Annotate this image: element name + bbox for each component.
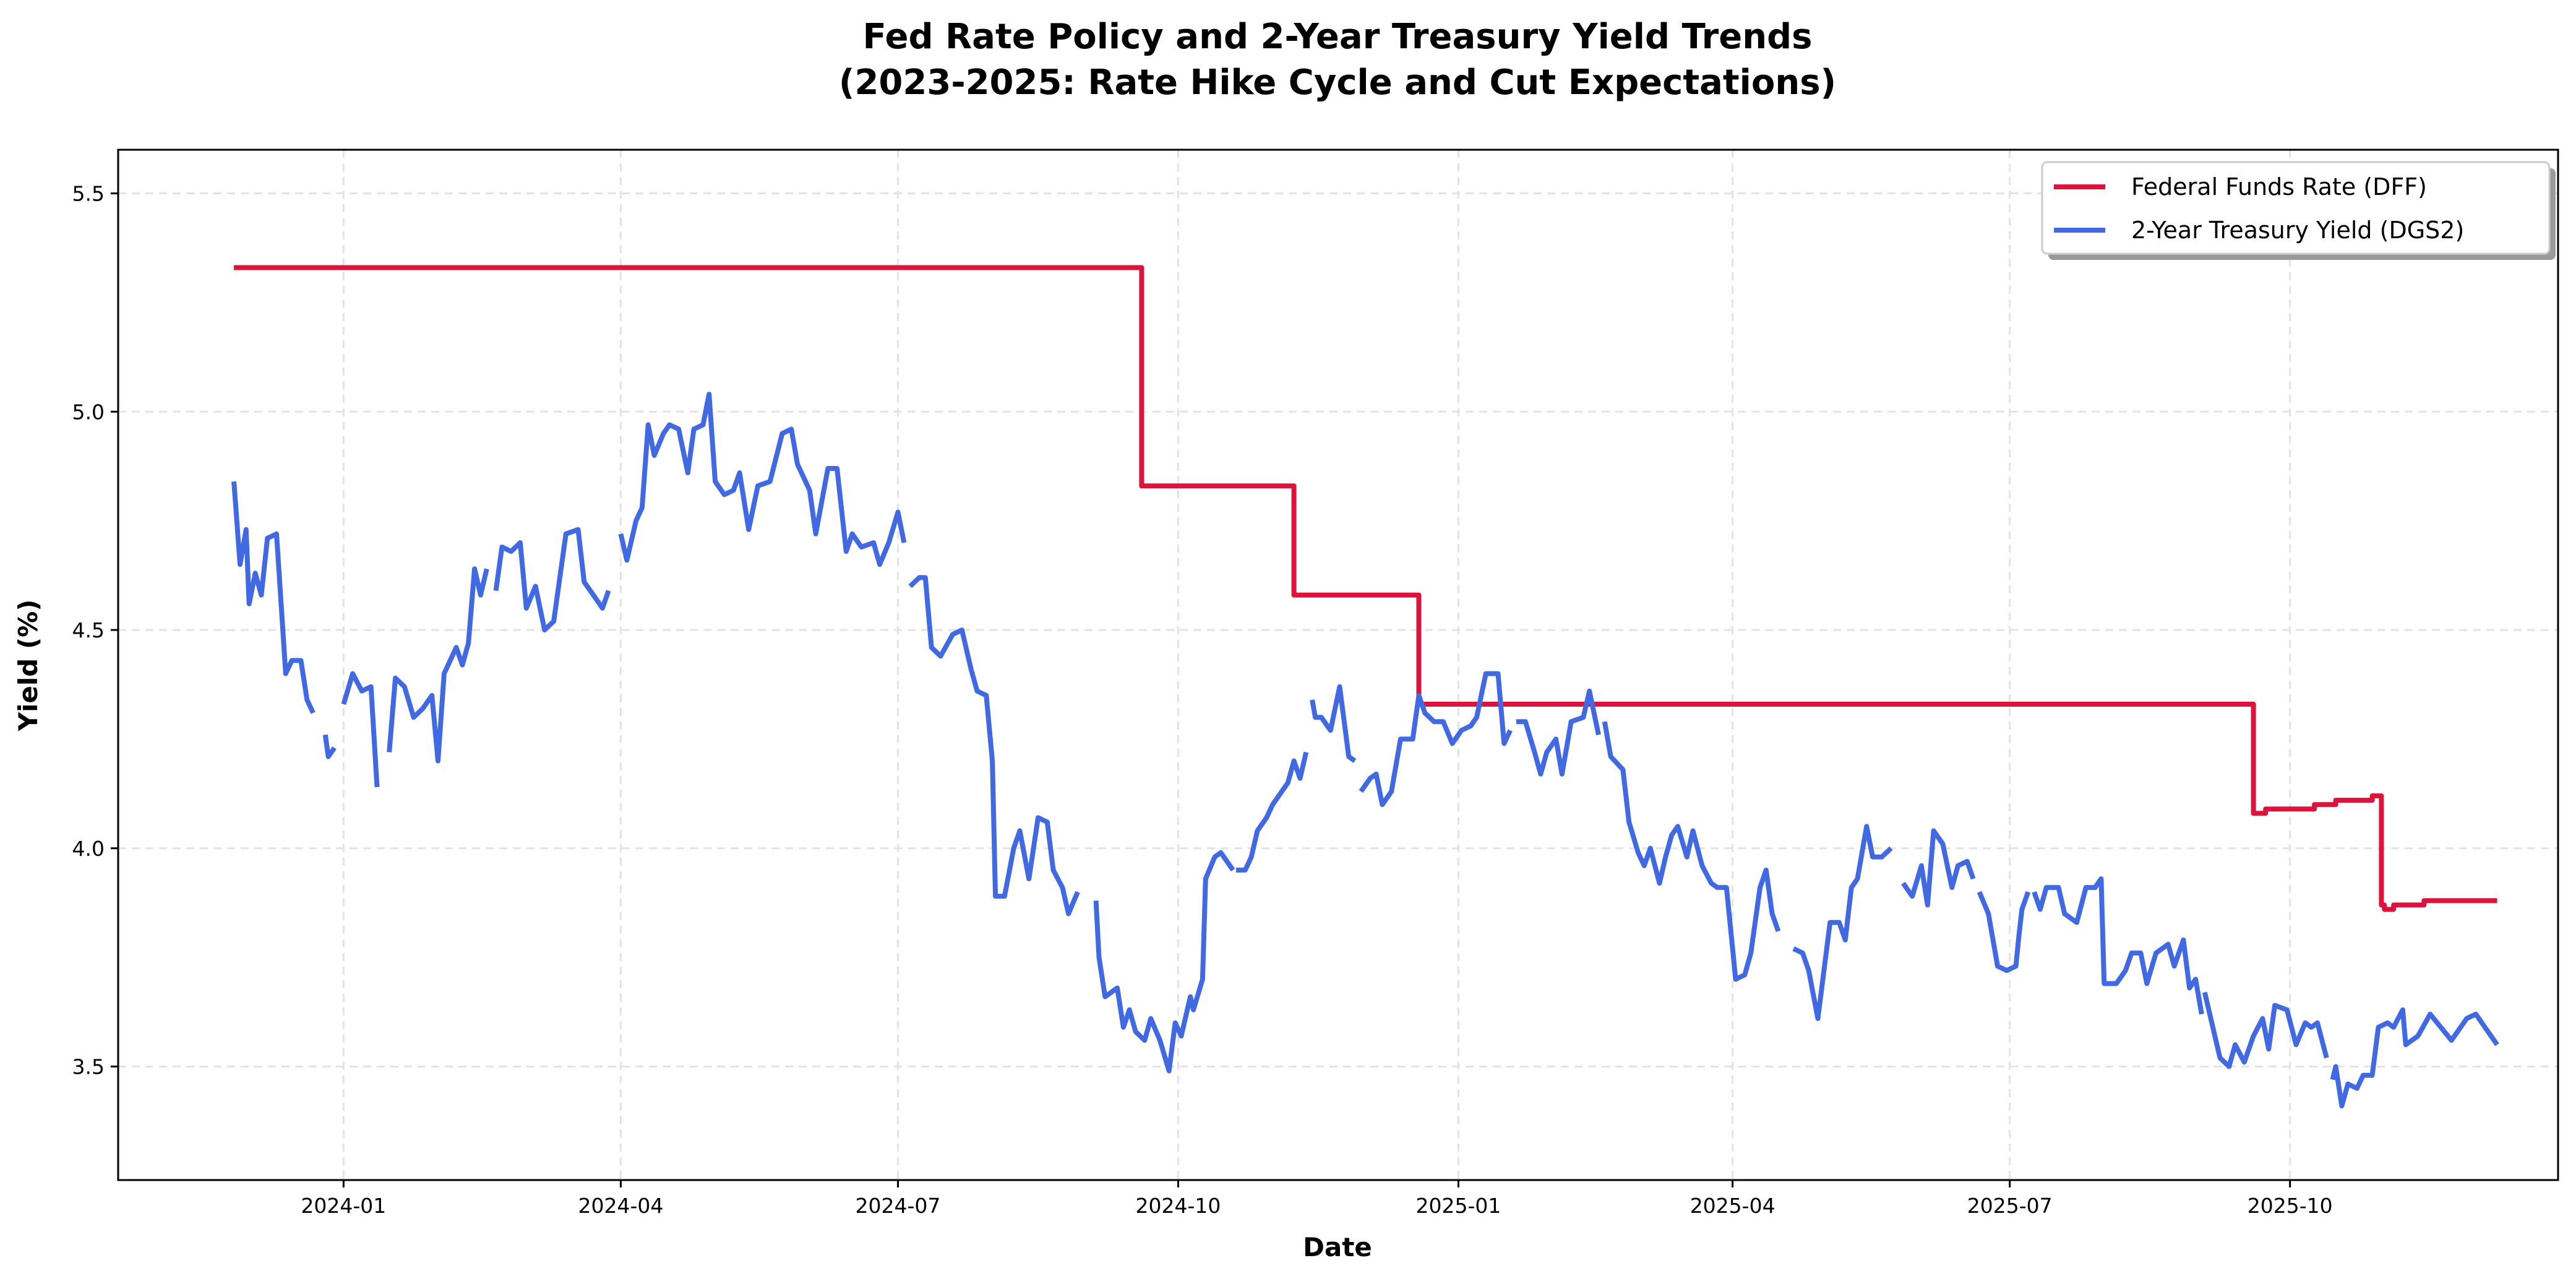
series-line-dgs2-segment: [908, 575, 1080, 916]
x-tick-label: 2024-07: [856, 1194, 941, 1218]
series-line-dgs2-segment: [618, 392, 907, 567]
x-tick-label: 2025-07: [1967, 1194, 2053, 1218]
x-tick-label: 2025-01: [1416, 1194, 1501, 1218]
series-line-dff: [234, 265, 2497, 912]
series-line-dgs2-segment: [1093, 850, 1235, 1074]
series-line-dgs2-segment: [231, 481, 316, 714]
ticks: 2024-01 2024-04 2024-07 2024-10 2025-01 2025-…: [72, 182, 2333, 1218]
legend-box: [2041, 161, 2551, 255]
series-line-dgs2-segment: [493, 527, 611, 633]
y-tick-label: 4.5: [72, 618, 105, 642]
legend-label-dgs2: 2-Year Treasury Yield (DGS2): [2131, 217, 2464, 244]
y-tick-label: 3.5: [72, 1055, 105, 1079]
y-tick-label: 5.0: [72, 400, 105, 424]
legend: Federal Funds Rate (DFF) 2-Year Treasury…: [2041, 161, 2556, 260]
chart-subtitle: (2023-2025: Rate Hike Cycle and Cut Expe…: [839, 62, 1836, 103]
x-tick-label: 2025-04: [1690, 1194, 1775, 1218]
series-line-dgs2-segment: [2330, 1007, 2499, 1109]
x-tick-label: 2024-01: [301, 1194, 386, 1218]
series-line-dgs2-segment: [1977, 890, 2031, 973]
series-line-dgs2-segment: [2202, 991, 2329, 1069]
series-line-dgs2-segment: [322, 734, 337, 759]
series-line-dgs2-segment: [1236, 751, 1309, 873]
x-tick-label: 2025-10: [2248, 1194, 2333, 1218]
series-line-dgs2-segment: [1901, 828, 1976, 908]
plot-frame: [117, 149, 2559, 1181]
y-axis-label: Yield (%): [13, 600, 43, 732]
x-axis-label: Date: [1303, 1232, 1372, 1262]
y-tick-label: 4.0: [72, 837, 105, 861]
chart-title: Fed Rate Policy and 2-Year Treasury Yiel…: [863, 17, 1813, 57]
series-line-dgs2-segment: [1359, 671, 1513, 808]
series-line-dgs2-segment: [387, 566, 489, 764]
series-line-dgs2-segment: [2032, 876, 2204, 1015]
series-line-dgs2-segment: [1602, 721, 1781, 982]
y-tick-label: 5.5: [72, 182, 105, 206]
series-layer: [231, 265, 2499, 1109]
series-line-dgs2-segment: [1792, 824, 1893, 1021]
x-tick-label: 2024-10: [1136, 1194, 1221, 1218]
series-line-dgs2-segment: [1516, 688, 1601, 777]
series-line-dgs2-segment: [341, 671, 380, 788]
series-line-dgs2-segment: [1310, 684, 1357, 763]
x-tick-label: 2024-04: [578, 1194, 663, 1218]
grid: [118, 150, 2558, 1180]
legend-label-dff: Federal Funds Rate (DFF): [2131, 173, 2427, 200]
